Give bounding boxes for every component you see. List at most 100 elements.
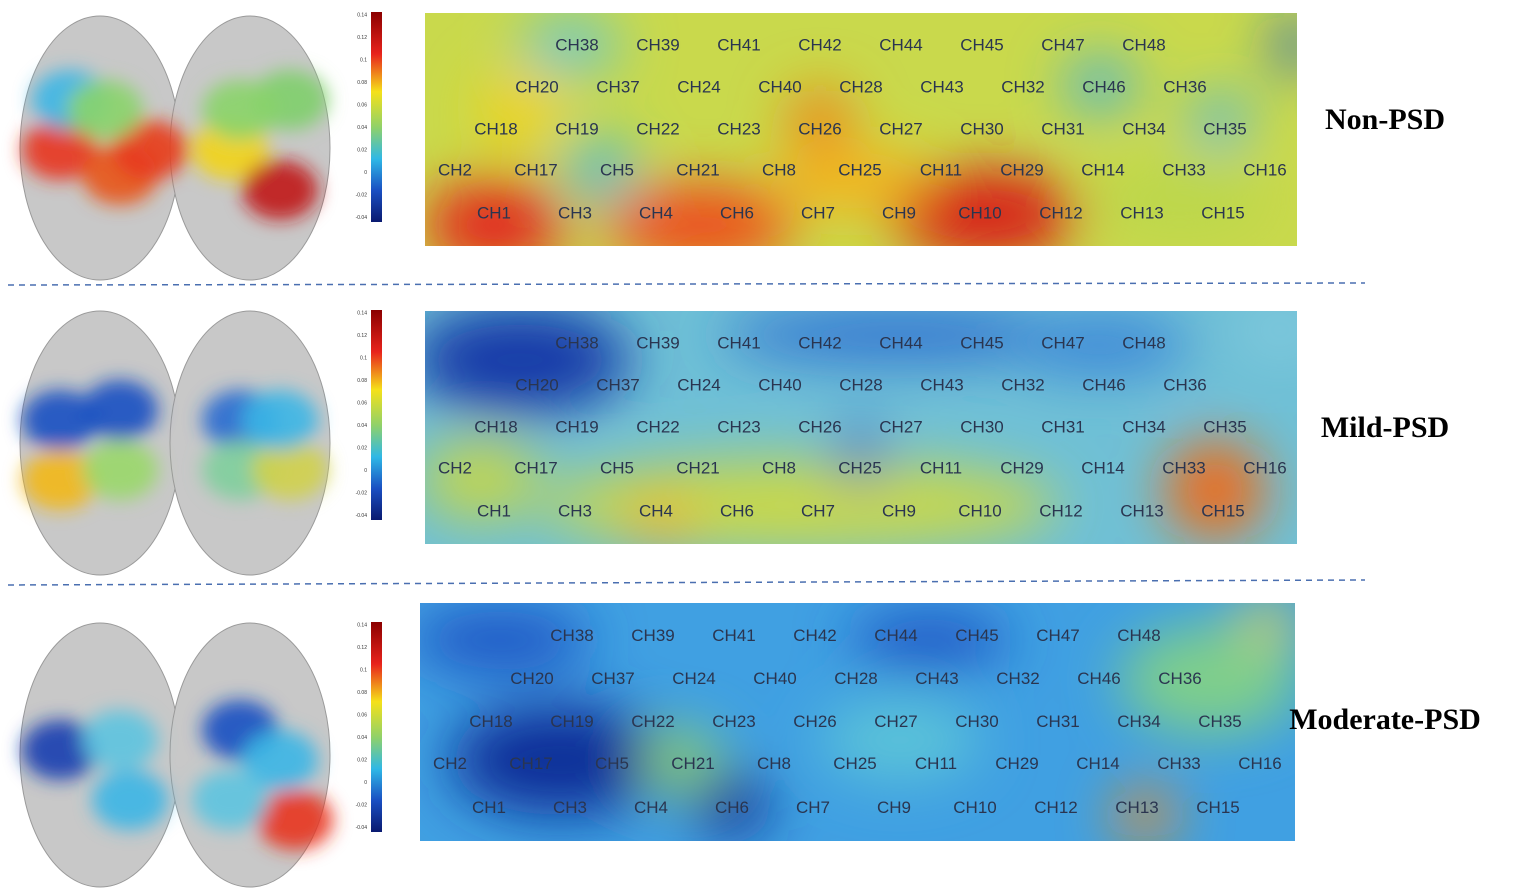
channel-label: CH2 [438, 160, 472, 179]
channel-label: CH43 [920, 77, 963, 96]
group-label: Moderate-PSD [1289, 703, 1481, 736]
channel-label: CH10 [958, 203, 1001, 222]
activation-patch [257, 790, 333, 850]
colorbar-tick-label: 0 [364, 468, 367, 474]
channel-label: CH34 [1122, 417, 1165, 436]
channel-label: CH37 [596, 77, 639, 96]
activation-patch [192, 770, 268, 830]
heat-blob [480, 70, 560, 150]
heat-blob [820, 700, 980, 780]
channel-label: CH11 [920, 160, 962, 179]
channel-label: CH42 [798, 333, 841, 352]
heatmap-field [425, 311, 1297, 544]
channel-label: CH13 [1120, 203, 1163, 222]
channel-label: CH43 [920, 375, 963, 394]
brain-render [19, 15, 331, 281]
activation-patch [242, 730, 318, 790]
channel-label: CH19 [555, 417, 598, 436]
channel-label: CH12 [1039, 203, 1082, 222]
channel-label: CH27 [879, 417, 922, 436]
channel-label: CH19 [550, 712, 593, 731]
channel-label: CH6 [715, 798, 749, 817]
channel-label: CH28 [834, 669, 877, 688]
channel-label: CH44 [879, 35, 922, 54]
channel-label: CH13 [1120, 501, 1163, 520]
heat-blob [1090, 160, 1270, 240]
channel-label: CH34 [1117, 712, 1160, 731]
colorbar-tick-label: 0 [364, 170, 367, 176]
channel-label: CH21 [671, 754, 714, 773]
cortex-activation [22, 70, 328, 220]
channel-label: CH24 [677, 77, 720, 96]
activation-patch [22, 120, 98, 180]
channel-label: CH4 [634, 798, 668, 817]
heat-blob [770, 150, 930, 210]
channel-label: CH19 [555, 119, 598, 138]
channel-label: CH36 [1163, 77, 1206, 96]
activation-patch [112, 120, 188, 180]
heatmap [425, 13, 1297, 246]
separator [7, 282, 1366, 286]
channel-label: CH15 [1201, 203, 1244, 222]
heat-blob [1240, 603, 1295, 640]
colorbar-tick-label: 0.08 [357, 690, 367, 696]
channel-label: CH31 [1041, 119, 1084, 138]
panel: 0.14 0.12 0.1 0.08 0.06 0.04 0.02 0 -0.02 -0.04 CH… [19, 12, 1445, 281]
heat-blob [1240, 311, 1297, 350]
colorbar [371, 12, 382, 222]
channel-label: CH21 [676, 458, 719, 477]
channel-label: CH17 [514, 458, 557, 477]
channel-label: CH25 [833, 754, 876, 773]
separator [7, 579, 1366, 586]
channel-label: CH8 [762, 160, 796, 179]
channel-label: CH38 [550, 626, 593, 645]
channel-label: CH16 [1243, 458, 1286, 477]
channel-label: CH5 [600, 160, 634, 179]
channel-label: CH24 [677, 375, 720, 394]
channel-label: CH18 [469, 712, 512, 731]
channel-label: CH20 [515, 375, 558, 394]
colorbar-tick-label: 0.04 [357, 423, 367, 429]
colorbar-tick-label: 0.12 [357, 35, 367, 41]
channel-label: CH48 [1122, 333, 1165, 352]
channel-label: CH34 [1122, 119, 1165, 138]
heat-blob [420, 610, 590, 670]
colorbar-tick-label: 0.06 [357, 400, 367, 406]
channel-label: CH23 [717, 417, 760, 436]
channel-label: CH14 [1076, 754, 1119, 773]
channel-label: CH27 [874, 712, 917, 731]
channel-label: CH4 [639, 203, 673, 222]
channel-label: CH9 [882, 501, 916, 520]
channel-label: CH24 [672, 669, 715, 688]
channel-label: CH39 [636, 333, 679, 352]
colorbar-tick-label: 0.02 [357, 147, 367, 153]
channel-label: CH39 [636, 35, 679, 54]
heat-blob [690, 775, 770, 835]
group-label: Non-PSD [1325, 103, 1445, 136]
colorbar-tick-label: 0.14 [357, 310, 367, 316]
channel-label: CH45 [960, 333, 1003, 352]
channel-label: CH5 [600, 458, 634, 477]
channel-label: CH15 [1201, 501, 1244, 520]
brain-render [19, 310, 331, 576]
channel-label: CH7 [801, 203, 835, 222]
channel-label: CH12 [1034, 798, 1077, 817]
activation-patch [82, 380, 158, 440]
colorbar-tick-label: 0.06 [357, 102, 367, 108]
colorbar-tick-label: -0.02 [356, 490, 368, 496]
channel-label: CH33 [1157, 754, 1200, 773]
channel-label: CH35 [1203, 119, 1246, 138]
channel-label: CH41 [712, 626, 755, 645]
colorbar-tick-label: 0.14 [357, 622, 367, 628]
channel-label: CH11 [915, 754, 957, 773]
colorbar-tick-label: 0.1 [360, 667, 367, 673]
channel-label: CH41 [717, 35, 760, 54]
channel-label: CH1 [477, 203, 511, 222]
channel-label: CH33 [1162, 160, 1205, 179]
channel-label: CH47 [1036, 626, 1079, 645]
heat-blob [1275, 15, 1297, 75]
channel-label: CH14 [1081, 458, 1124, 477]
channel-label: CH32 [996, 669, 1039, 688]
channel-label: CH48 [1122, 35, 1165, 54]
